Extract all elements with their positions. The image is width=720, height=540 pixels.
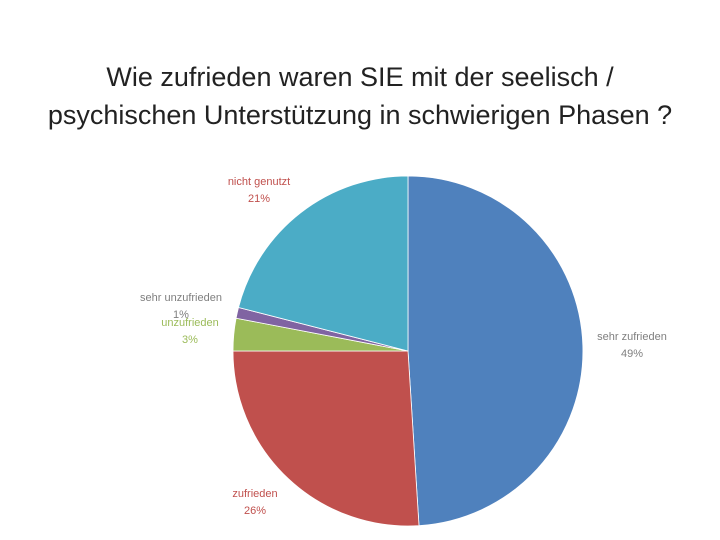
slice-label-zufrieden: zufrieden: [232, 488, 277, 500]
slice-value-sehr-zufrieden: 49%: [621, 348, 643, 360]
chart-title-line-1: Wie zufrieden waren SIE mit der seelisch…: [106, 62, 614, 92]
slice-value-nicht-genutzt: 21%: [248, 193, 270, 205]
pie-slice-sehr-zufrieden: [407, 175, 584, 527]
slice-value-unzufrieden: 3%: [182, 334, 198, 346]
chart-title-line-2: psychischen Unterstützung in schwierigen…: [47, 100, 673, 130]
slice-value-zufrieden: 26%: [244, 505, 266, 517]
pie-slice-zufrieden: [232, 350, 420, 527]
slice-label-unzufrieden: unzufrieden: [161, 317, 219, 329]
slice-value-sehr-unzufrieden: 1%: [173, 309, 189, 321]
pie-labels: sehr zufrieden 49% zufrieden 26% unzufrieden…: [140, 176, 667, 517]
slice-label-nicht-genutzt: nicht genutzt: [228, 176, 290, 188]
pie-slice-nicht-genutzt: [238, 175, 409, 352]
chart-title: Wie zufrieden waren SIE mit der seelisch…: [0, 58, 720, 134]
pie-slices: [232, 175, 584, 527]
slice-label-sehr-unzufrieden: sehr unzufrieden: [140, 292, 222, 304]
slice-label-sehr-zufrieden: sehr zufrieden: [597, 331, 667, 343]
